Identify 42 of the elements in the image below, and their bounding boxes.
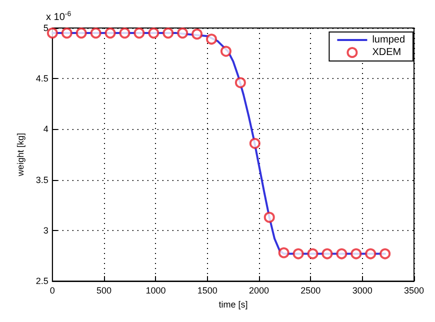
point xyxy=(90,28,102,39)
point xyxy=(206,34,218,45)
point xyxy=(264,212,275,223)
point xyxy=(134,28,145,39)
legend-label: XDEM xyxy=(372,47,402,58)
point xyxy=(307,248,318,260)
point xyxy=(249,138,260,149)
x-tick-label: 1000 xyxy=(146,286,166,296)
y-tick-label: 4.5 xyxy=(36,74,48,84)
point xyxy=(177,28,188,39)
y-tick-label: 3 xyxy=(43,225,48,236)
legend-label: lumped xyxy=(372,34,406,46)
x-tick-label: 1500 xyxy=(197,286,218,296)
point xyxy=(119,28,130,39)
point xyxy=(234,77,246,88)
point xyxy=(220,46,232,57)
point xyxy=(380,248,391,260)
point xyxy=(148,28,160,39)
point xyxy=(292,248,304,260)
point xyxy=(278,247,290,258)
y-tick-label: 5 xyxy=(43,23,48,33)
point xyxy=(365,248,376,260)
x-tick-label: 3500 xyxy=(404,286,424,296)
y-tick-label: 3.5 xyxy=(36,174,48,185)
y-tick-label: 2.5 xyxy=(36,276,48,286)
x-axis-title: time [s] xyxy=(218,300,248,310)
point xyxy=(104,28,116,39)
x-tick-label: 0 xyxy=(50,286,55,296)
point xyxy=(162,28,174,39)
x-tick-label: 3000 xyxy=(352,286,372,296)
point xyxy=(46,28,58,39)
point xyxy=(350,248,362,260)
y-axis-title: weight [kg] xyxy=(16,133,26,178)
point xyxy=(76,28,87,39)
x-tick-label: 2500 xyxy=(300,286,321,296)
point xyxy=(61,28,72,39)
x-tick-label: 2000 xyxy=(249,286,270,296)
point xyxy=(336,248,348,260)
y-tick-label: 4 xyxy=(43,124,48,134)
point xyxy=(192,28,203,40)
point xyxy=(322,248,333,260)
x-tick-label: 500 xyxy=(96,286,112,296)
